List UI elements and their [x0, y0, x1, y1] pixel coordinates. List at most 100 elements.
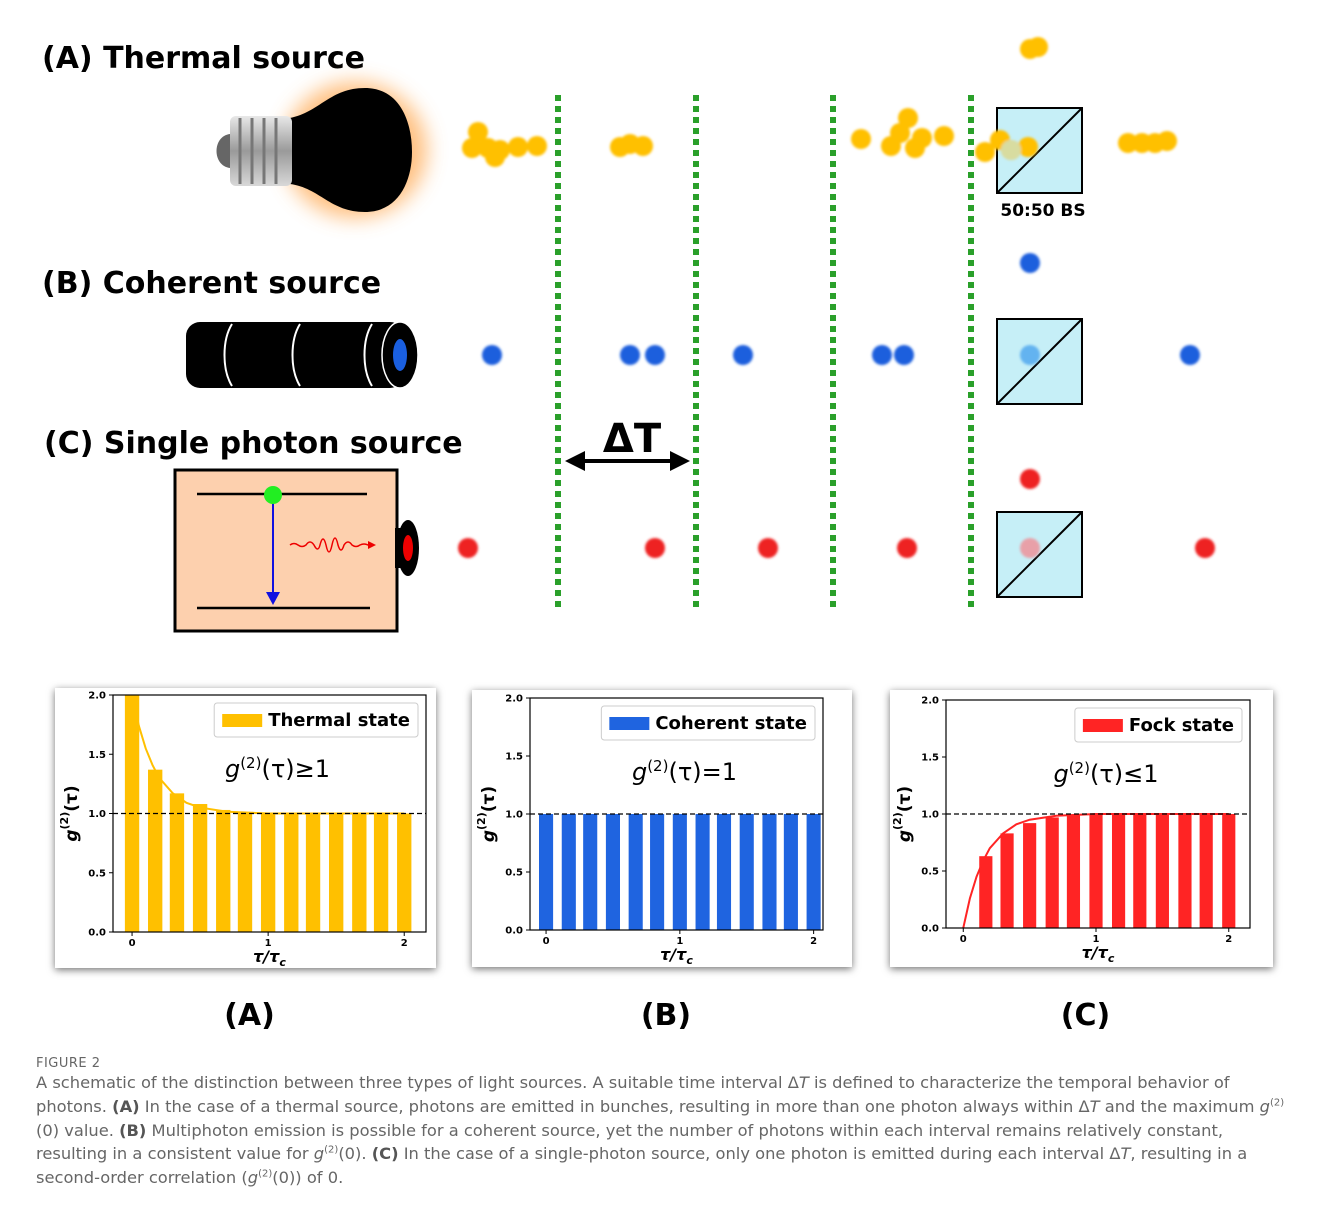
thermal-title: (A) Thermal source [42, 41, 365, 76]
caption-text: (0) value. [36, 1121, 119, 1140]
caption-italic: T [799, 1073, 809, 1092]
caption-sup: (2) [258, 1169, 272, 1180]
superscript: (2) [240, 754, 261, 772]
legend-label: Thermal state [268, 710, 410, 731]
legend-swatch [609, 717, 649, 730]
subscript: c [1108, 952, 1115, 965]
bar [374, 814, 388, 933]
caption-text: (0). [338, 1144, 371, 1163]
text-part: g [62, 829, 82, 841]
photon [905, 138, 925, 158]
photon [645, 345, 665, 365]
photon [485, 147, 505, 167]
superscript: (2) [58, 812, 71, 830]
text-part: g [1053, 760, 1068, 788]
interval-label: ΔT [603, 416, 662, 462]
bar [696, 814, 710, 930]
text-part: (τ)=1 [668, 758, 737, 786]
beamsplitter-label: 50:50 BS [1000, 201, 1085, 221]
bar [238, 812, 252, 932]
photon [934, 126, 954, 146]
caption-bold: (B) [119, 1121, 146, 1140]
y-tick-label: 0.5 [921, 867, 939, 878]
bar [583, 814, 597, 930]
y-tick-label: 1.0 [88, 809, 106, 820]
caption-bold: (A) [112, 1097, 139, 1116]
bar [717, 814, 731, 930]
photon [1001, 140, 1021, 160]
photon [1020, 538, 1040, 558]
bar [762, 814, 776, 930]
bar [650, 814, 664, 930]
text-part: τ/τ [660, 945, 687, 964]
bar [1089, 814, 1102, 928]
bar [807, 814, 821, 930]
legend: Coherent state [601, 706, 815, 740]
light-bulb [217, 82, 428, 218]
text-part: τ/τ [1082, 943, 1109, 962]
bar [562, 814, 576, 930]
bar [193, 804, 207, 932]
single-photon-emitter [175, 470, 419, 631]
panel-label: (C) [1061, 998, 1110, 1033]
text-part: (τ)≥1 [261, 755, 330, 783]
photon [1018, 137, 1038, 157]
caption-sup: (2) [324, 1145, 338, 1156]
bar [1046, 817, 1059, 928]
caption-text: (0)) of 0. [272, 1168, 343, 1187]
bar [352, 814, 366, 933]
x-tick-label: 2 [810, 936, 817, 947]
caption: A schematic of the distinction between t… [36, 1071, 1298, 1190]
superscript: (2) [647, 757, 668, 775]
y-tick-label: 0.0 [921, 924, 939, 935]
panel-label: (B) [641, 998, 691, 1033]
caption-italic: T [1120, 1144, 1130, 1163]
bar [1178, 814, 1191, 928]
caption-text: and the maximum [1100, 1097, 1260, 1116]
text-part: (τ) [479, 786, 499, 812]
panel-label: (A) [224, 998, 275, 1033]
superscript: (2) [891, 812, 904, 830]
legend: Thermal state [214, 703, 418, 737]
bar [148, 770, 162, 932]
text-part: g [632, 758, 647, 786]
bar [397, 814, 411, 933]
coherent-title: (B) Coherent source [42, 266, 381, 301]
caption-text: In the case of a single-photon source, o… [399, 1144, 1121, 1163]
caption-italic: g [248, 1168, 258, 1187]
bar [784, 814, 798, 930]
laser-torch [186, 322, 418, 388]
bar [284, 814, 298, 933]
bar [606, 814, 620, 930]
photon [620, 345, 640, 365]
y-tick-label: 1.0 [505, 810, 523, 821]
y-tick-label: 0.0 [88, 928, 106, 939]
y-tick-label: 0.5 [88, 868, 106, 879]
y-tick-label: 2.0 [88, 691, 106, 702]
bar [1133, 814, 1146, 928]
y-tick-label: 2.0 [505, 694, 523, 705]
bar [1067, 815, 1080, 928]
text-part: (τ) [895, 786, 915, 812]
bar [740, 814, 754, 930]
x-tick-label: 0 [960, 934, 967, 945]
photon [645, 538, 665, 558]
x-tick-label: 2 [401, 938, 408, 949]
caption-sup: (2) [1270, 1097, 1284, 1108]
bar [261, 814, 275, 933]
superscript: (2) [1069, 759, 1090, 777]
bar [1112, 814, 1125, 928]
y-tick-label: 1.5 [88, 750, 106, 761]
bar [306, 814, 320, 933]
photon [872, 345, 892, 365]
bar [1222, 814, 1235, 928]
photon [1028, 37, 1048, 57]
text-part: τ/τ [253, 947, 280, 966]
photon [508, 137, 528, 157]
text-part: g [225, 755, 240, 783]
photon [1157, 131, 1177, 151]
y-tick-label: 0.0 [505, 926, 523, 937]
photon [527, 136, 547, 156]
bar [170, 793, 184, 932]
y-tick-label: 2.0 [921, 696, 939, 707]
